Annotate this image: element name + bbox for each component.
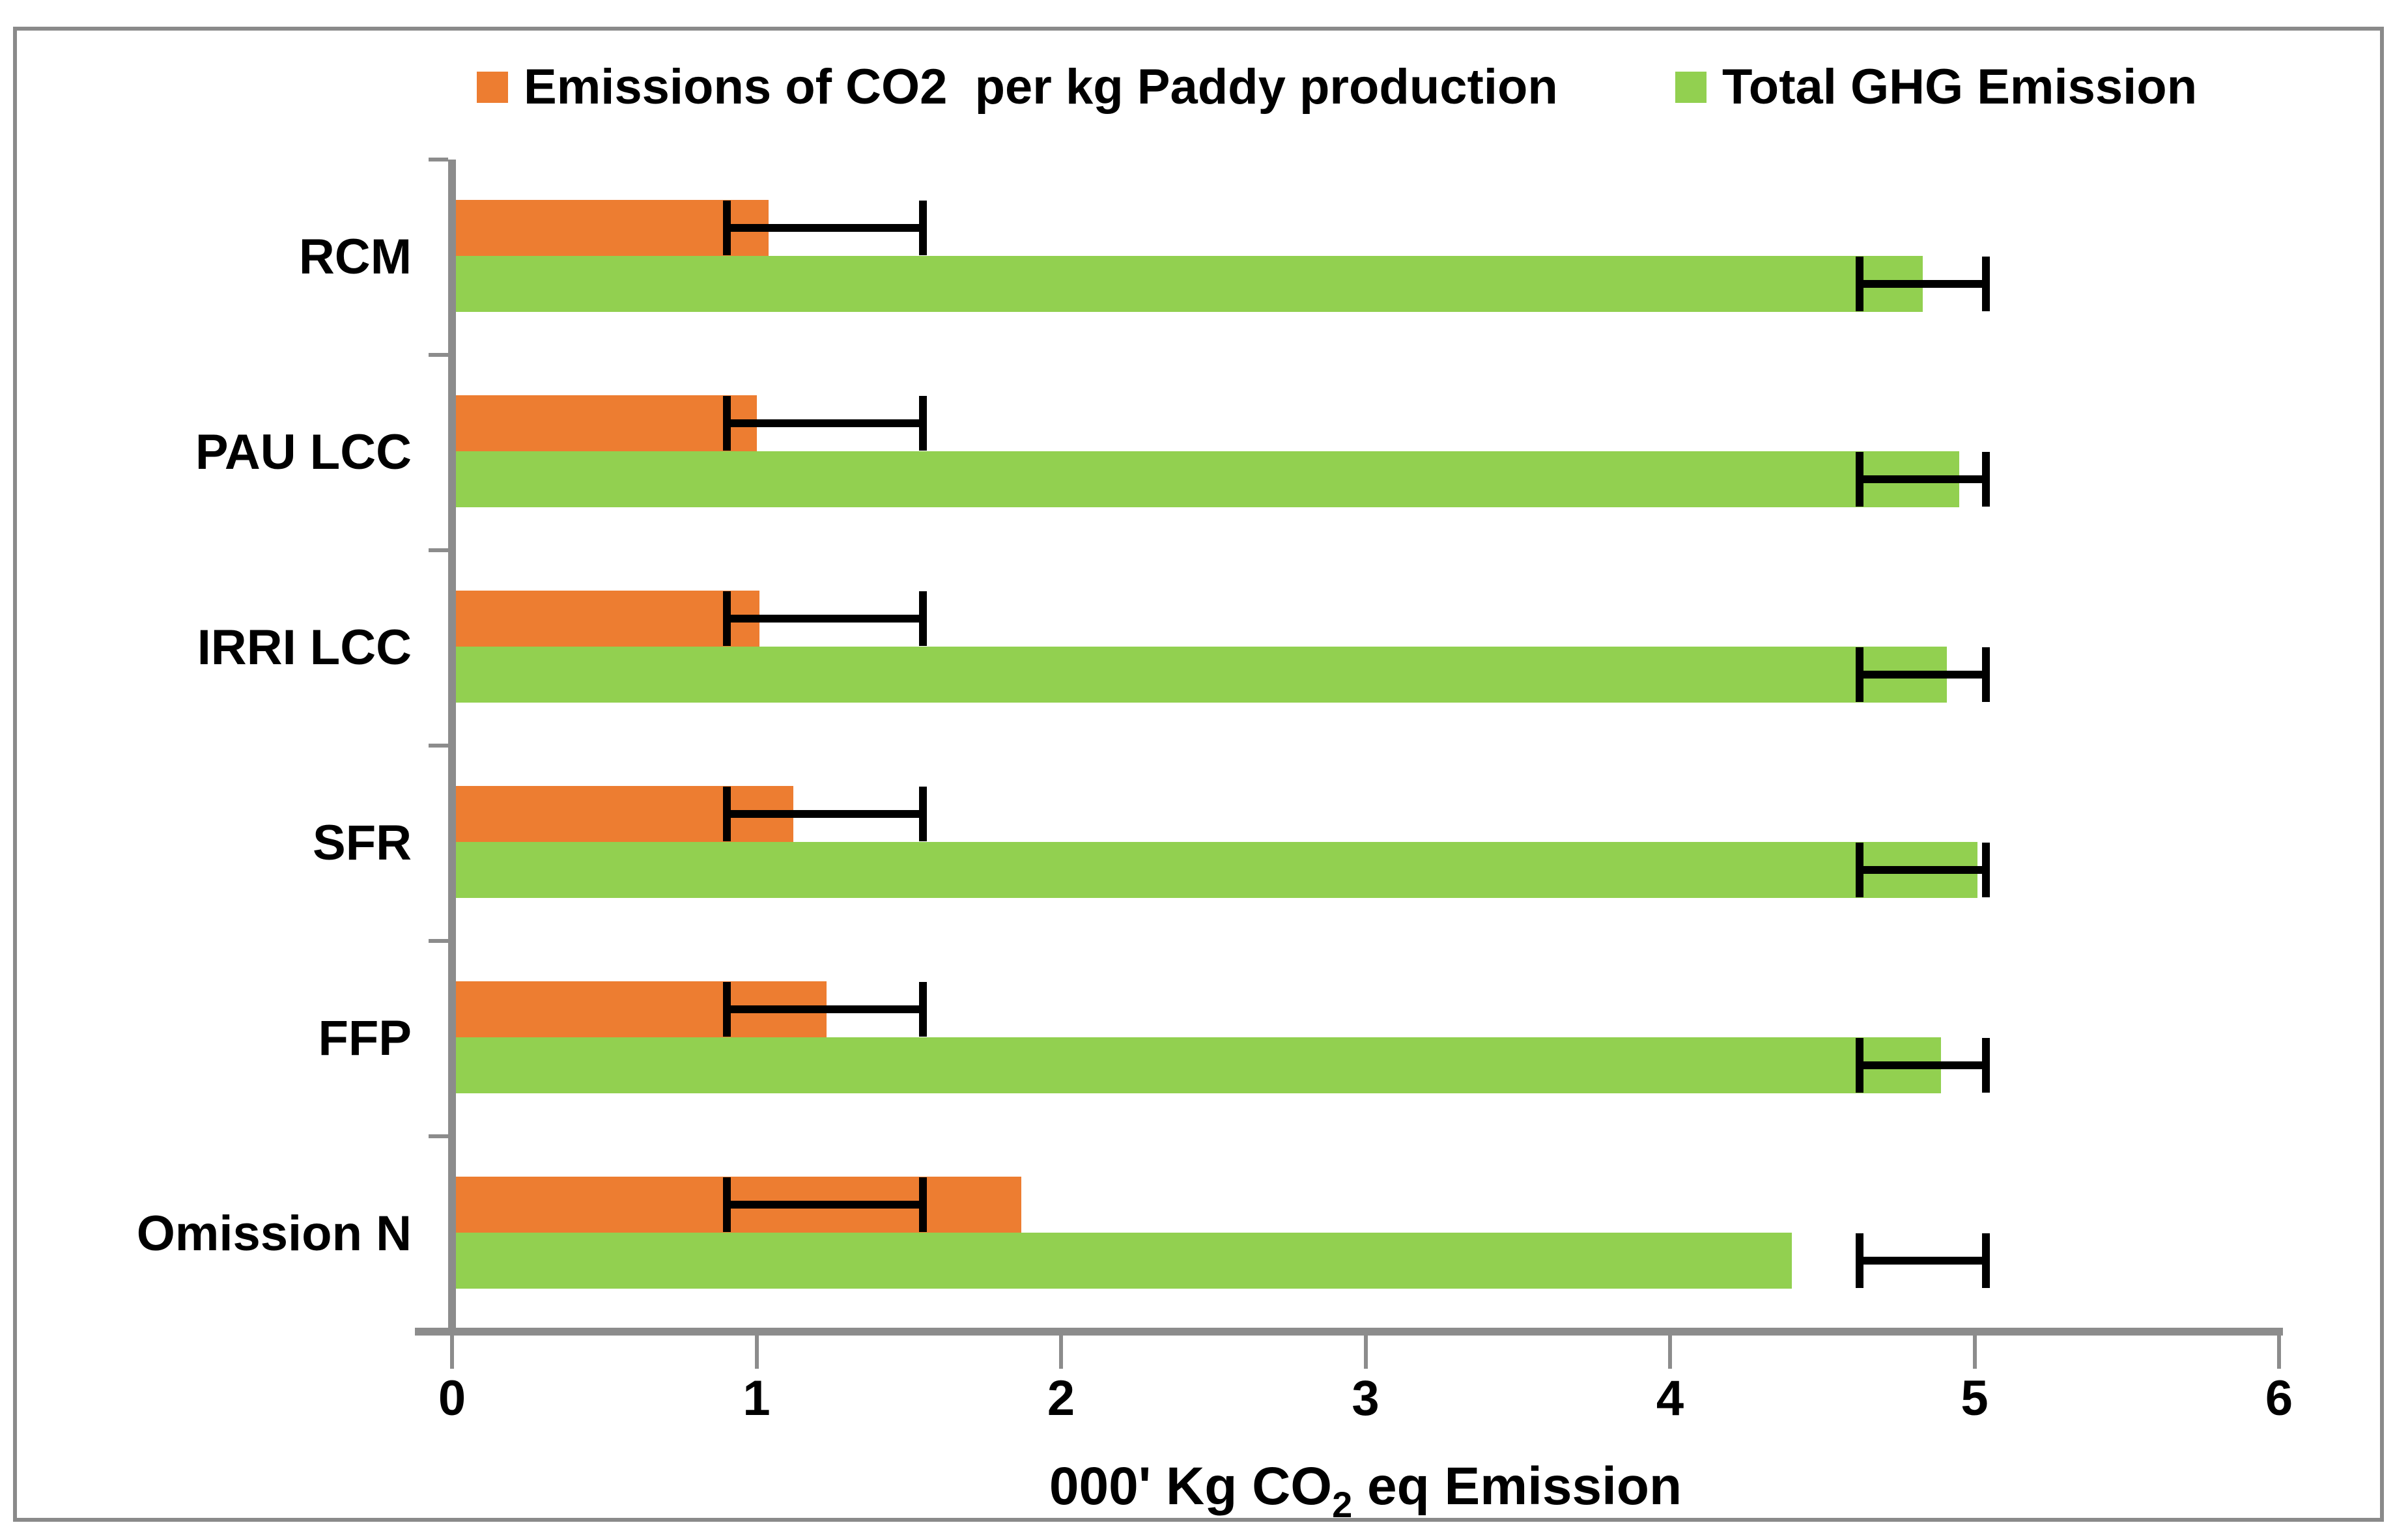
x-tick-label-5: 5 xyxy=(1961,1371,1989,1426)
error-bar-cap-right-s0-pau-lcc xyxy=(919,396,928,451)
error-bar-line-s0-irri-lcc xyxy=(723,615,928,623)
error-bar-cap-right-s0-irri-lcc xyxy=(919,591,928,646)
error-bar-cap-right-s1-omission-n xyxy=(1981,1233,1990,1288)
error-bar-cap-right-s1-sfr xyxy=(1981,843,1990,897)
x-tick-mark-3 xyxy=(1363,1332,1368,1369)
legend-item-total-ghg: Total GHG Emission xyxy=(1675,55,2197,120)
category-label-irri-lcc: IRRI LCC xyxy=(197,620,412,675)
category-label-pau-lcc: PAU LCC xyxy=(195,425,412,480)
bar-total-1-rcm xyxy=(452,256,1923,312)
category-label-rcm: RCM xyxy=(298,229,412,285)
error-bar-cap-left-s0-sfr xyxy=(723,787,731,841)
error-bar-line-s0-sfr xyxy=(723,810,928,818)
x-tick-mark-4 xyxy=(1668,1332,1672,1369)
x-axis-line xyxy=(415,1328,2283,1336)
error-bar-line-s1-irri-lcc xyxy=(1856,671,1990,679)
error-bar-cap-right-s1-rcm xyxy=(1981,257,1990,311)
x-axis-title: 000' Kg CO2 eq Emission xyxy=(452,1451,2279,1528)
error-bar-line-s1-pau-lcc xyxy=(1856,475,1990,483)
y-tick-mark-6 xyxy=(429,1330,448,1334)
error-bar-cap-left-s0-omission-n xyxy=(723,1177,731,1232)
y-tick-mark-1 xyxy=(429,353,448,357)
error-bar-line-s0-omission-n xyxy=(723,1201,928,1209)
x-tick-mark-6 xyxy=(2277,1332,2281,1369)
error-bar-cap-right-s1-ffp xyxy=(1981,1038,1990,1093)
y-tick-mark-5 xyxy=(429,1134,448,1138)
error-bar-cap-right-s0-sfr xyxy=(919,787,928,841)
x-tick-mark-5 xyxy=(1972,1332,1977,1369)
error-bar-line-s0-ffp xyxy=(723,1005,928,1013)
error-bar-line-s0-pau-lcc xyxy=(723,419,928,427)
error-bar-cap-left-s1-ffp xyxy=(1856,1038,1864,1093)
error-bar-cap-left-s1-pau-lcc xyxy=(1856,452,1864,507)
error-bar-cap-right-s0-omission-n xyxy=(919,1177,928,1232)
x-tick-label-6: 6 xyxy=(2265,1371,2293,1426)
x-axis-title-prefix: 000' Kg CO xyxy=(1049,1457,1333,1516)
error-bar-cap-right-s1-irri-lcc xyxy=(1981,647,1990,702)
error-bar-cap-left-s1-omission-n xyxy=(1856,1233,1864,1288)
bar-emissions-0-irri-lcc xyxy=(452,591,760,647)
error-bar-line-s1-ffp xyxy=(1856,1061,1990,1069)
legend-swatch-green xyxy=(1675,72,1707,103)
legend-item-co2-per-kg: Emissions of CO2 per kg Paddy production xyxy=(477,55,1558,120)
error-bar-line-s1-rcm xyxy=(1856,280,1990,288)
error-bar-cap-left-s0-rcm xyxy=(723,201,731,255)
x-tick-label-0: 0 xyxy=(438,1371,466,1426)
legend-label-total-ghg: Total GHG Emission xyxy=(1722,59,2198,115)
y-tick-mark-2 xyxy=(429,548,448,552)
x-tick-label-3: 3 xyxy=(1352,1371,1380,1426)
error-bar-cap-right-s0-rcm xyxy=(919,201,928,255)
bar-emissions-0-rcm xyxy=(452,200,769,256)
legend-swatch-orange xyxy=(477,72,508,103)
legend-label-co2-per-kg: Emissions of CO2 per kg Paddy production xyxy=(524,59,1558,115)
bar-total-1-irri-lcc xyxy=(452,647,1948,703)
bar-total-1-omission-n xyxy=(452,1233,1792,1289)
error-bar-cap-left-s0-irri-lcc xyxy=(723,591,731,646)
x-axis-title-suffix: eq Emission xyxy=(1352,1457,1682,1516)
error-bar-cap-right-s0-ffp xyxy=(919,982,928,1037)
error-bar-cap-left-s1-sfr xyxy=(1856,843,1864,897)
x-tick-label-2: 2 xyxy=(1047,1371,1075,1426)
category-label-omission-n: Omission N xyxy=(136,1206,412,1261)
error-bar-line-s0-rcm xyxy=(723,224,928,232)
y-tick-mark-3 xyxy=(429,744,448,748)
category-label-ffp: FFP xyxy=(318,1011,412,1066)
bar-total-1-pau-lcc xyxy=(452,451,1960,507)
error-bar-cap-right-s1-pau-lcc xyxy=(1981,452,1990,507)
error-bar-line-s1-sfr xyxy=(1856,866,1990,874)
y-tick-mark-4 xyxy=(429,939,448,943)
error-bar-cap-left-s1-rcm xyxy=(1856,257,1864,311)
x-tick-mark-2 xyxy=(1059,1332,1063,1369)
y-tick-mark-0 xyxy=(429,158,448,161)
bar-emissions-0-pau-lcc xyxy=(452,395,757,451)
x-tick-mark-1 xyxy=(754,1332,759,1369)
category-label-sfr: SFR xyxy=(313,815,412,871)
x-tick-label-4: 4 xyxy=(1656,1371,1684,1426)
y-axis-line xyxy=(448,160,456,1332)
bar-total-1-sfr xyxy=(452,842,1978,898)
x-axis-title-subscript: 2 xyxy=(1332,1484,1353,1525)
error-bar-line-s1-omission-n xyxy=(1856,1257,1990,1265)
x-tick-mark-0 xyxy=(450,1332,454,1369)
x-tick-label-1: 1 xyxy=(743,1371,771,1426)
error-bar-cap-left-s0-pau-lcc xyxy=(723,396,731,451)
error-bar-cap-left-s1-irri-lcc xyxy=(1856,647,1864,702)
bar-total-1-ffp xyxy=(452,1037,1942,1093)
error-bar-cap-left-s0-ffp xyxy=(723,982,731,1037)
